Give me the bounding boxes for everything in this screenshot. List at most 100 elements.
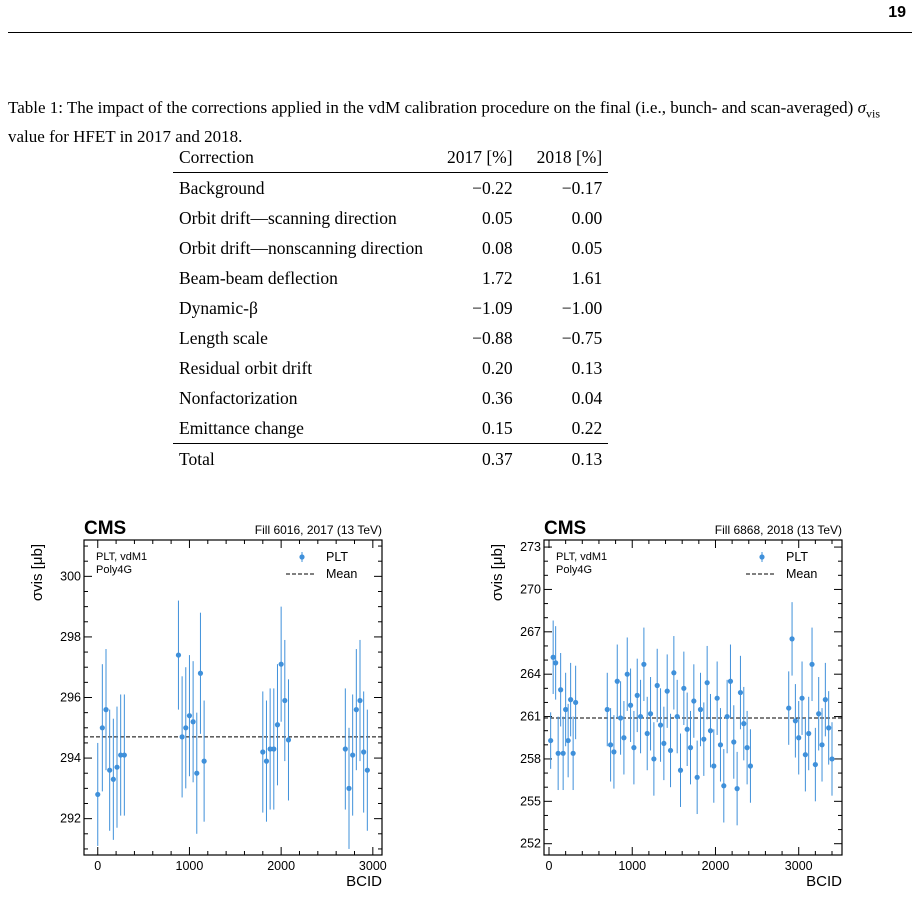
plot2018-data-point xyxy=(711,763,717,769)
plot2018-data-point xyxy=(799,695,805,701)
plot2017-data-point xyxy=(186,713,193,719)
plot2018-legend-mean: Mean xyxy=(786,567,817,581)
plot2018-data-point xyxy=(607,742,614,748)
plot2017-ytick-label: 294 xyxy=(60,751,81,765)
plot2018-ytick-label: 264 xyxy=(520,667,541,681)
plot2018-data-point xyxy=(737,689,744,696)
plot2018-data-point xyxy=(570,750,576,756)
plot2018-data-point xyxy=(829,756,835,762)
table-row: Dynamic-β −1.09 −1.00 xyxy=(173,293,608,323)
plot2018-data-point xyxy=(684,726,690,732)
plot2018-title: CMS xyxy=(544,518,586,539)
plot2018-data-point xyxy=(802,752,808,758)
plot2017-xlabel: BCID xyxy=(346,873,382,890)
plot2018-data-point xyxy=(573,699,579,706)
row-label: Background xyxy=(179,177,265,198)
plot2017-annotation: Poly4G xyxy=(96,564,132,576)
plot2018-legend-plt: PLT xyxy=(786,550,808,564)
row-label: Length scale xyxy=(179,327,268,348)
corrections-table: Correction 2017 [%] 2018 [%] Background −… xyxy=(173,142,609,475)
table-row: Orbit drift—nonscanning direction 0.08 0.0… xyxy=(173,233,608,263)
plot2018-data-point xyxy=(667,747,674,754)
plot2018-data-point xyxy=(550,654,556,660)
plot2017-legend-mean: Mean xyxy=(326,567,357,581)
plot2017-subtitle: Fill 6016, 2017 (13 TeV) xyxy=(255,523,382,537)
plot2018-ytick-label: 261 xyxy=(520,710,541,724)
plot2018-data-point xyxy=(717,742,724,748)
plot2017-ytick-label: 298 xyxy=(60,630,81,644)
cell-2017: −0.22 xyxy=(472,177,513,198)
table-row: Beam-beam deflection 1.72 1.61 xyxy=(173,263,608,293)
plot2017-data-point xyxy=(271,746,277,752)
row-label: Beam-beam deflection xyxy=(179,267,338,288)
caption-prefix: Table 1: The impact of the corrections a… xyxy=(8,98,858,117)
plot2018-data-point xyxy=(671,670,677,676)
plot2018-data-point xyxy=(661,740,667,747)
plot2018-data-point xyxy=(641,661,647,667)
cell-2018: 0.05 xyxy=(571,237,603,258)
plot2017-ytick-label: 300 xyxy=(60,569,81,583)
table-row: Length scale −0.88 −0.75 xyxy=(173,323,608,353)
plot2017-data-point xyxy=(183,725,189,731)
plot2017-data-point xyxy=(353,707,359,713)
table-row: Nonfactorization 0.36 0.04 xyxy=(173,383,608,413)
total-2017: 0.37 xyxy=(481,448,513,469)
plot2017-data-point xyxy=(190,719,196,725)
plot2018-data-point xyxy=(707,728,714,734)
plot2018-data-point xyxy=(634,692,640,698)
plot2017-legend-marker xyxy=(299,554,305,560)
plot2018-xlabel: BCID xyxy=(806,873,842,890)
plot2018-data-point xyxy=(734,786,740,792)
plot2017-data-point xyxy=(350,752,356,758)
plot2018-ytick-label: 258 xyxy=(520,752,541,766)
cell-2017: 0.20 xyxy=(481,357,513,378)
plot2018-data-point xyxy=(654,682,660,689)
row-label: Emittance change xyxy=(179,417,304,438)
plot2018-data-point xyxy=(809,661,815,667)
plot2018-data-point xyxy=(621,735,627,741)
cell-2018: −1.00 xyxy=(561,297,603,318)
plot2017-ytick-label: 296 xyxy=(60,691,81,705)
page-number: 19 xyxy=(888,4,906,21)
plot2018-data-point xyxy=(704,680,710,686)
plot2017-data-point xyxy=(107,767,113,773)
plot2018-data-point xyxy=(563,706,569,713)
plot2018-data-point xyxy=(624,671,630,677)
plot2017-data-point xyxy=(260,749,266,755)
plot2017-data-point xyxy=(95,791,101,798)
plot2017-data-point xyxy=(201,758,207,764)
plot2018-data-point xyxy=(687,745,694,751)
plot2018-data-point xyxy=(812,761,818,768)
plot2018-data-point xyxy=(565,737,571,744)
plot2018-data-point xyxy=(674,713,680,720)
plot2018-data-point xyxy=(747,763,754,769)
plot2017-legend-plt: PLT xyxy=(326,550,348,564)
plot2018-frame xyxy=(543,539,843,856)
plot2018-xtick-label: 0 xyxy=(546,859,553,873)
plot2018-ytick-label: 270 xyxy=(520,582,541,596)
plot2018-data-point xyxy=(721,783,727,789)
plot2018-data-point xyxy=(796,735,802,741)
plot2017-xtick-label: 1000 xyxy=(176,859,204,873)
table-total-row: Total 0.37 0.13 xyxy=(173,443,609,475)
plot2018-data-point xyxy=(701,736,707,742)
plot2017-data-point xyxy=(175,652,182,658)
plot2018-data-point xyxy=(657,722,664,728)
plot2018-data-point xyxy=(637,713,644,720)
row-label: Residual orbit drift xyxy=(179,357,313,378)
row-label: Orbit drift—scanning direction xyxy=(179,207,397,228)
plot2017-data-point xyxy=(357,697,363,704)
cell-2018: −0.17 xyxy=(561,177,603,198)
plot2018-data-point xyxy=(816,711,822,717)
plot2017-data-point xyxy=(103,707,109,713)
table-row: Emittance change 0.15 0.22 xyxy=(173,413,608,444)
plot2018-data-point xyxy=(691,698,697,704)
plot2018-data-point xyxy=(664,688,670,694)
plot2018-data-point xyxy=(631,745,637,751)
plot2018-data-point xyxy=(714,695,720,701)
plot2018-data-point xyxy=(651,756,657,762)
plot2018-data-point xyxy=(548,737,554,744)
plot2017-data-point xyxy=(267,746,273,752)
plot2018-data-point xyxy=(627,702,634,708)
plot2018-data-point xyxy=(822,697,828,703)
